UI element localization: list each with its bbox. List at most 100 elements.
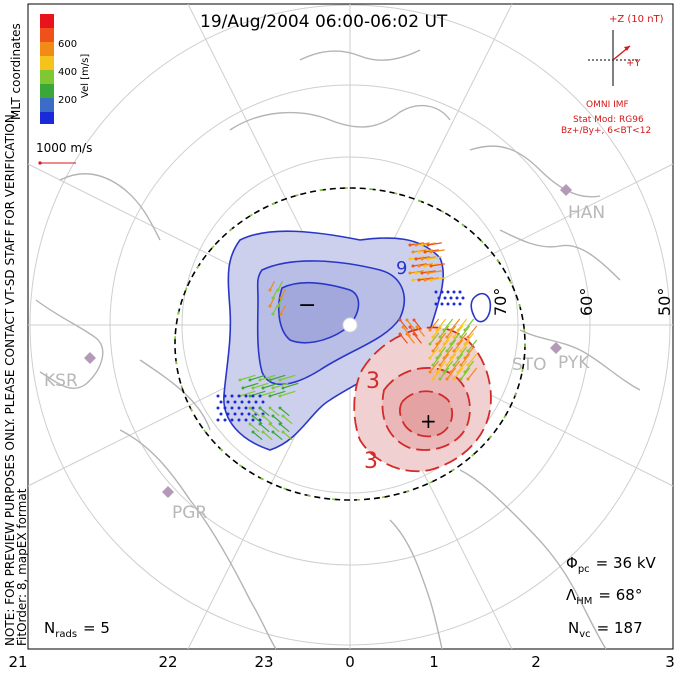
velocity-vector — [457, 360, 468, 373]
velocity-vector — [279, 390, 296, 397]
map-title: 19/Aug/2004 06:00-06:02 UT — [200, 12, 448, 32]
vector-origin — [458, 290, 462, 294]
velocity-vector — [443, 332, 454, 345]
velocity-vector — [443, 346, 454, 359]
velocity-vector — [282, 431, 293, 441]
vector-origin — [216, 406, 220, 410]
velocity-vector — [262, 382, 279, 389]
stat-lambda-hm: ΛHM = 68° — [566, 586, 642, 607]
velocity-vector — [439, 325, 450, 338]
scale-vector: 1000 m/s — [36, 141, 92, 165]
colorbar-seg-5 — [40, 70, 54, 84]
positive-potential-cell: + 3 3 — [353, 326, 492, 474]
vector-origin — [446, 302, 450, 306]
velocity-vector — [446, 353, 457, 366]
vector-origin — [443, 296, 447, 300]
colorbar-seg-1 — [40, 14, 54, 28]
negative-cell-sign: − — [298, 293, 316, 318]
velocity-vectors — [216, 242, 478, 441]
velocity-vector — [239, 390, 256, 397]
station-label-han: HAN — [568, 203, 605, 223]
velocity-vector — [429, 360, 440, 373]
velocity-vector — [446, 325, 457, 338]
stat-n-vc-sub: vc — [579, 629, 590, 640]
stat-phi-pc-symbol: Φ — [566, 554, 578, 572]
stat-lambda-hm-value: = 68° — [598, 586, 642, 604]
velocity-vector — [429, 318, 440, 331]
mlt-label-3: 3 — [665, 653, 675, 671]
velocity-vector — [436, 318, 447, 331]
magnetic-pole-marker — [342, 317, 358, 333]
velocity-vector — [269, 423, 280, 433]
velocity-vector — [439, 339, 450, 352]
vector-origin — [244, 418, 248, 422]
velocity-vector — [402, 326, 411, 337]
vector-origin — [452, 290, 456, 294]
station-label-pyk: PYK — [558, 353, 590, 373]
velocity-vector — [450, 318, 461, 331]
lat-label-50: 50° — [655, 288, 674, 316]
colorbar-tick-400: 400 — [58, 67, 77, 78]
velocity-colorbar: 600 400 200 Vel [m/s] — [40, 14, 91, 124]
velocity-vector — [429, 346, 440, 359]
vector-origin — [230, 418, 234, 422]
velocity-vector — [457, 318, 468, 331]
vector-origin — [223, 418, 227, 422]
velocity-vector — [259, 390, 276, 397]
velocity-vector — [457, 332, 468, 345]
vector-origin — [455, 296, 459, 300]
velocity-vector — [436, 360, 447, 373]
vector-origin — [223, 394, 227, 398]
velocity-vector — [432, 339, 443, 352]
positive-cell-sign: + — [420, 409, 437, 433]
negative-cell-inner — [277, 281, 360, 344]
velocity-vector — [272, 382, 289, 389]
vector-origin — [440, 302, 444, 306]
vector-origin — [434, 302, 438, 306]
lat-label-70: 70° — [491, 288, 510, 316]
colorbar-seg-6 — [40, 84, 54, 98]
velocity-vector — [436, 332, 447, 345]
mlt-label-0: 0 — [345, 653, 355, 671]
colorbar-seg-2 — [40, 28, 54, 42]
vector-origin — [223, 406, 227, 410]
vector-origin — [233, 412, 237, 416]
mlt-label-1: 1 — [429, 653, 439, 671]
stat-n-vc-symbol: N — [568, 619, 579, 637]
velocity-vector — [406, 333, 415, 344]
stat-phi-pc-sub: pc — [578, 564, 590, 575]
velocity-vector — [269, 374, 286, 381]
velocity-vector — [279, 374, 296, 381]
velocity-vector — [272, 288, 279, 299]
stat-n-rads-symbol: N — [44, 619, 55, 637]
velocity-vector — [409, 326, 418, 337]
vector-origin — [434, 290, 438, 294]
positive-contour-value-1: 3 — [366, 369, 380, 394]
velocity-vector — [467, 353, 478, 366]
station-marker-ksr — [84, 352, 96, 364]
imf-model: Stat Mod: RG96 — [573, 115, 644, 125]
velocity-vector — [460, 367, 471, 380]
velocity-vector — [467, 367, 478, 380]
imf-source: OMNI IMF — [586, 100, 629, 110]
velocity-vector — [450, 360, 461, 373]
velocity-vector — [259, 407, 270, 417]
vector-origin — [261, 400, 265, 404]
velocity-vector — [242, 382, 259, 389]
velocity-vector — [450, 346, 461, 359]
velocity-vector — [453, 367, 464, 380]
velocity-vector — [262, 415, 273, 425]
velocity-vector — [430, 249, 445, 253]
imf-dial: +Z (10 nT) +Y OMNI IMF Stat Mod: RG96 Bz… — [561, 14, 664, 136]
mlt-label-23: 23 — [254, 653, 273, 671]
velocity-vector — [427, 242, 442, 246]
vector-origin — [247, 400, 251, 404]
velocity-vector — [282, 415, 293, 425]
velocity-vector — [464, 346, 475, 359]
vector-origin — [216, 394, 220, 398]
velocity-vector — [446, 367, 457, 380]
velocity-vector — [239, 374, 256, 381]
velocity-vector — [453, 353, 464, 366]
velocity-vector — [279, 423, 290, 433]
